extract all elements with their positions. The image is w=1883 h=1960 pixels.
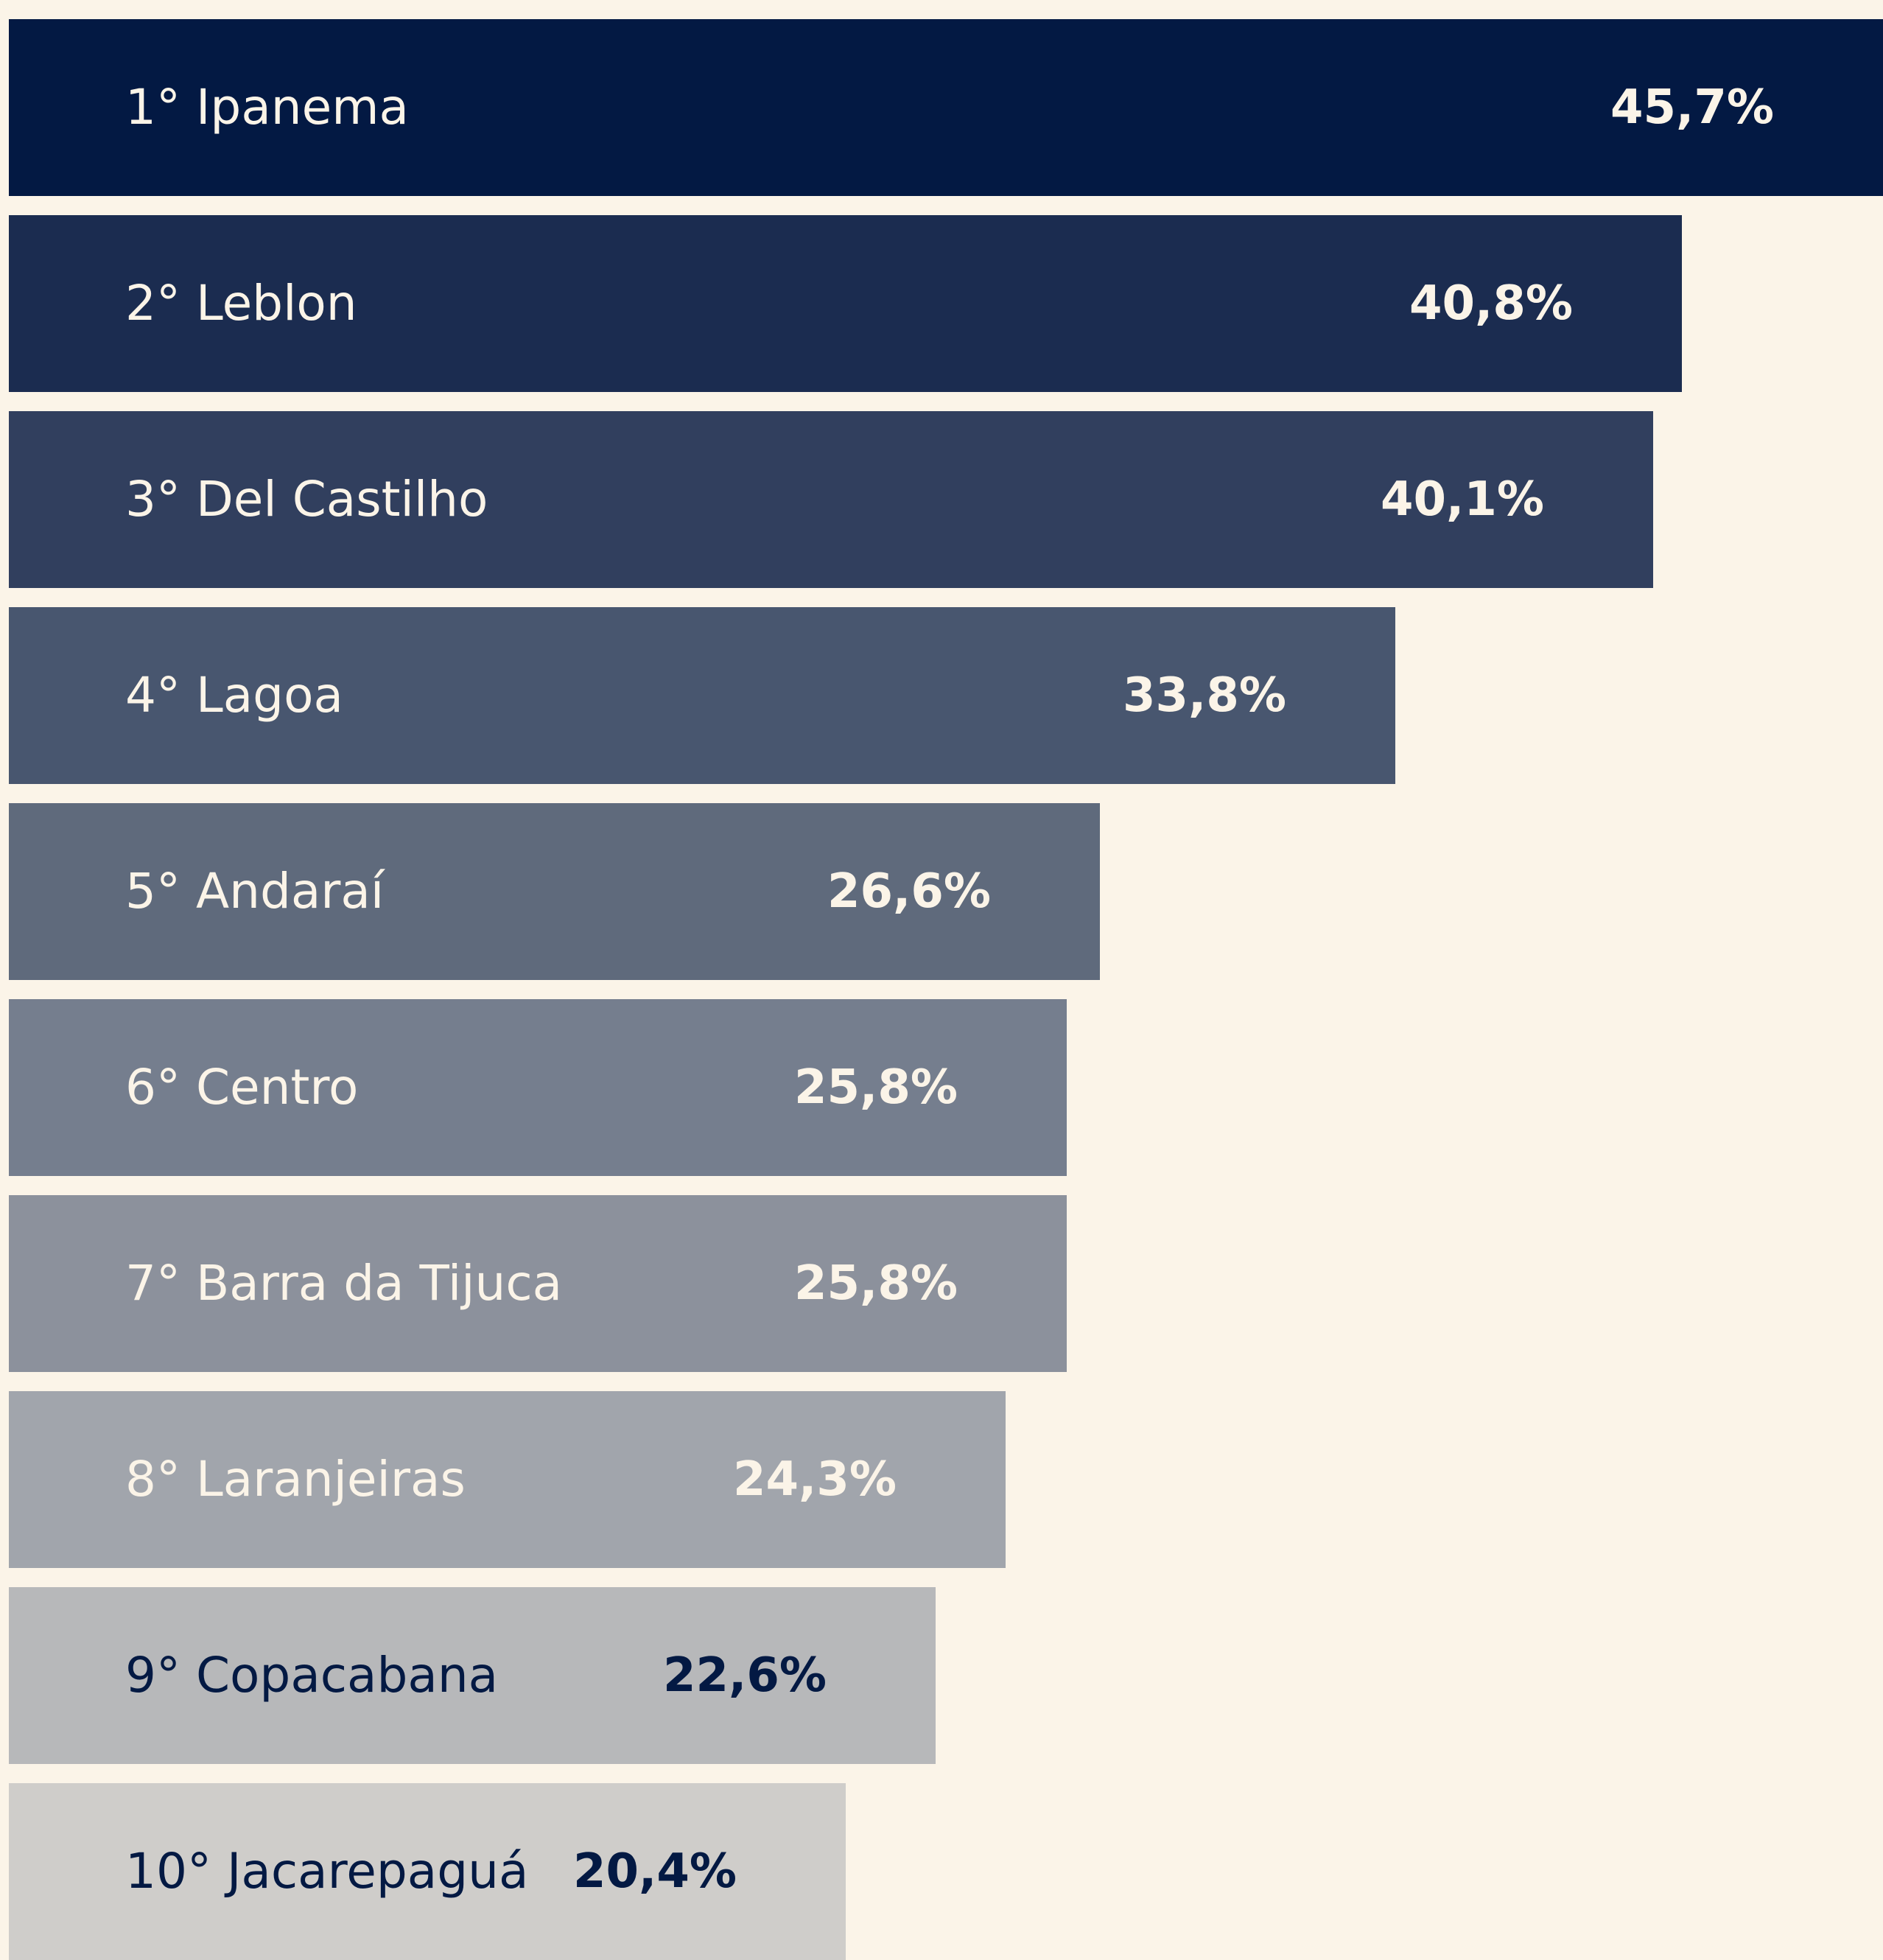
bar-label-1: 1° Ipanema <box>125 79 409 136</box>
bar-label-3: 3° Del Castilho <box>125 471 488 528</box>
bar-value-label-8: 24,3% <box>732 1452 897 1507</box>
bar-1: 1° Ipanema 45,7% <box>9 19 1883 196</box>
bar-label-4: 4° Lagoa <box>125 667 343 724</box>
bar-value-label-4: 33,8% <box>1122 668 1286 723</box>
bar-9: 9° Copacabana 22,6% <box>9 1587 936 1764</box>
bar-value-label-5: 26,6% <box>827 864 991 919</box>
bar-value-label-9: 22,6% <box>662 1648 827 1703</box>
bar-6: 6° Centro 25,8% <box>9 999 1067 1176</box>
bar-label-6: 6° Centro <box>125 1059 359 1116</box>
bar-value-label-2: 40,8% <box>1409 276 1573 331</box>
bar-label-9: 9° Copacabana <box>125 1647 499 1704</box>
bar-label-5: 5° Andaraí <box>125 863 385 920</box>
bar-value-label-3: 40,1% <box>1380 472 1544 527</box>
bar-value-label-10: 20,4% <box>572 1844 737 1899</box>
bar-3: 3° Del Castilho 40,1% <box>9 411 1653 588</box>
bar-value-label-6: 25,8% <box>793 1060 958 1115</box>
bar-7: 7° Barra da Tijuca 25,8% <box>9 1195 1067 1372</box>
bar-label-10: 10° Jacarepaguá <box>125 1843 529 1900</box>
bar-value-label-1: 45,7% <box>1610 80 1774 135</box>
bar-label-2: 2° Leblon <box>125 275 357 332</box>
bar-label-8: 8° Laranjeiras <box>125 1451 466 1508</box>
bar-10: 10° Jacarepaguá 20,4% <box>9 1783 846 1960</box>
bar-5: 5° Andaraí 26,6% <box>9 803 1100 980</box>
bar-4: 4° Lagoa 33,8% <box>9 607 1395 784</box>
bar-label-7: 7° Barra da Tijuca <box>125 1255 563 1312</box>
bar-2: 2° Leblon 40,8% <box>9 215 1682 392</box>
bar-8: 8° Laranjeiras 24,3% <box>9 1391 1006 1568</box>
bar-value-label-7: 25,8% <box>793 1256 958 1311</box>
